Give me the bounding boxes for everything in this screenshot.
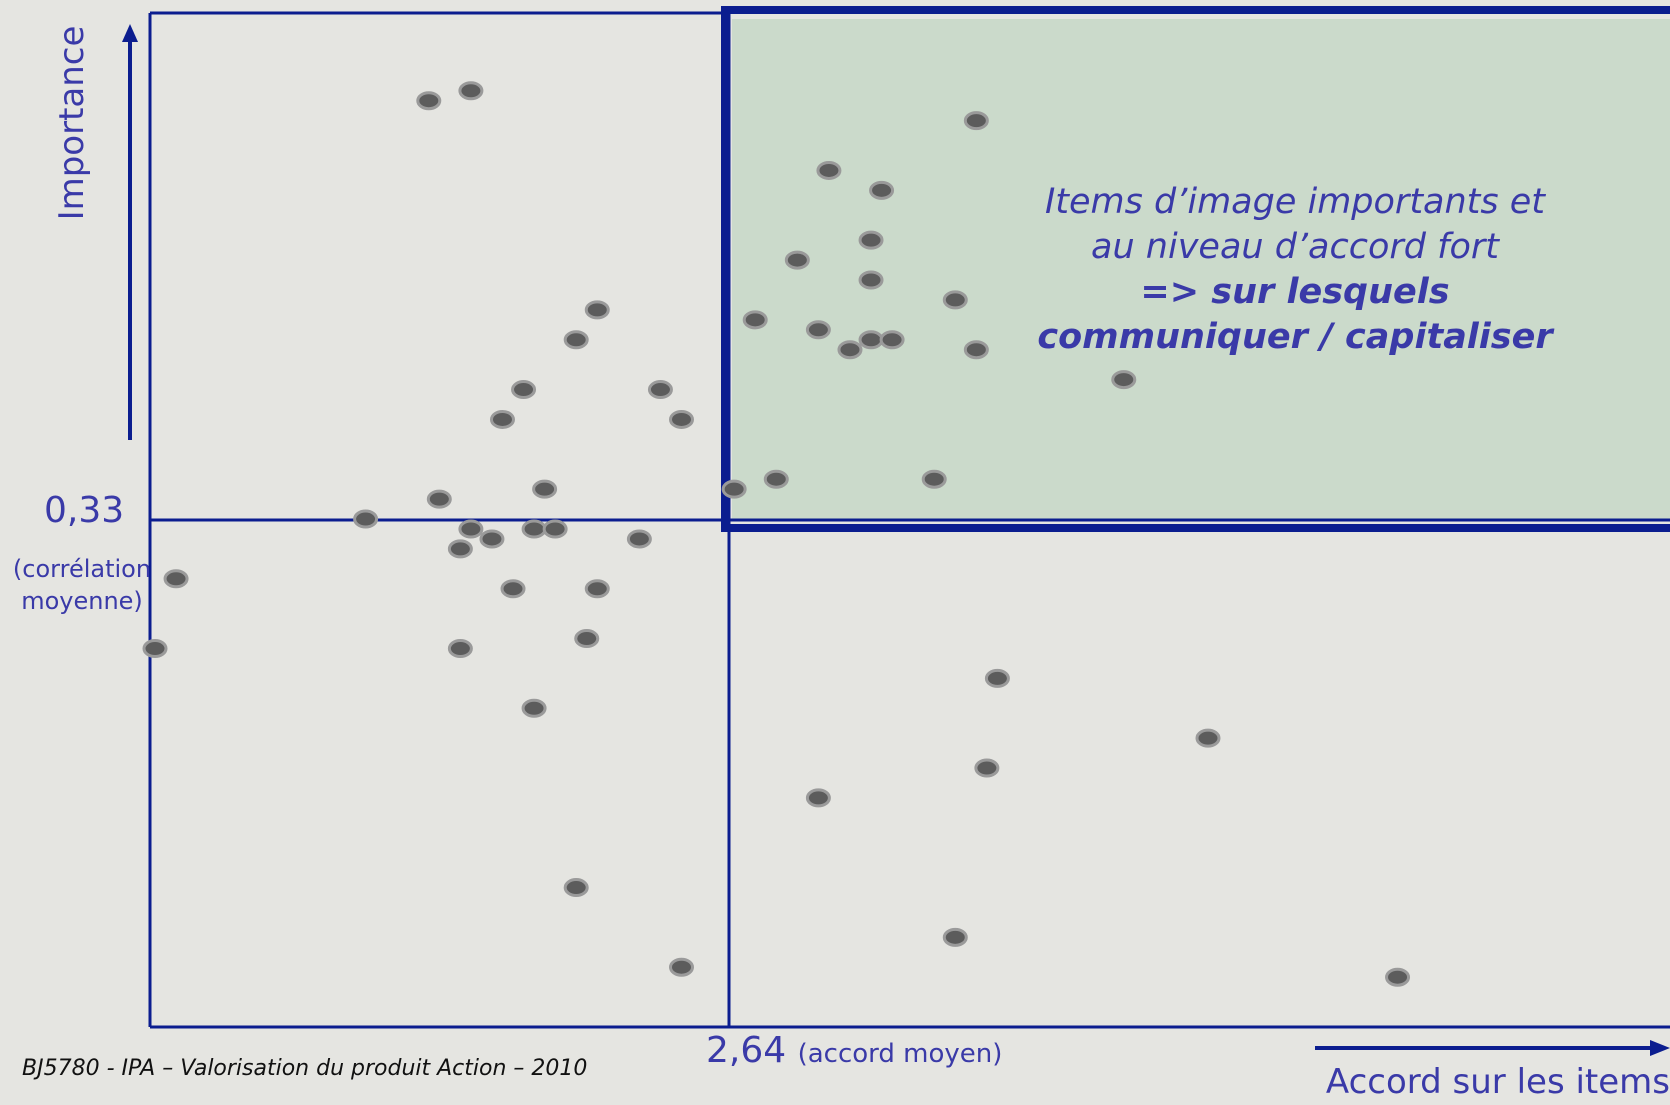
data-point <box>784 250 810 270</box>
data-point <box>521 698 547 718</box>
data-point <box>974 758 1000 778</box>
data-point <box>142 639 168 659</box>
data-point <box>858 270 884 290</box>
data-point <box>984 668 1010 688</box>
data-point <box>858 230 884 250</box>
x-threshold-note: (accord moyen) <box>797 1039 1003 1069</box>
data-point <box>805 320 831 340</box>
data-point <box>763 469 789 489</box>
footer-text: BJ5780 - IPA – Valorisation du produit A… <box>22 1056 588 1081</box>
data-point <box>500 579 526 599</box>
data-point <box>879 330 905 350</box>
data-point <box>542 519 568 539</box>
data-point <box>805 788 831 808</box>
data-point <box>963 340 989 360</box>
data-point <box>574 629 600 649</box>
data-point <box>816 160 842 180</box>
data-point <box>669 957 694 977</box>
data-point <box>1111 370 1137 390</box>
data-point <box>942 927 968 947</box>
x-axis-arrow-head <box>1650 1040 1670 1056</box>
data-point <box>521 519 547 539</box>
data-point <box>563 330 589 350</box>
data-point <box>584 300 610 320</box>
data-point <box>458 81 484 101</box>
annotation-line-2: => sur lesquels communiquer / capitalise… <box>1037 272 1553 357</box>
y-axis-arrow-head <box>122 24 138 42</box>
data-point <box>353 509 379 529</box>
data-point <box>1195 728 1221 748</box>
data-point <box>163 569 189 589</box>
x-threshold-value: 2,64 <box>706 1030 787 1071</box>
data-point <box>837 340 863 360</box>
quadrant-annotation: Items d’image importants et au niveau d’… <box>1030 180 1560 360</box>
data-point <box>942 290 968 310</box>
highlighted-quadrant <box>732 19 1670 520</box>
data-point <box>458 519 484 539</box>
data-point <box>647 380 673 400</box>
data-point <box>963 111 989 131</box>
annotation-line-1: Items d’image importants et au niveau d’… <box>1044 182 1546 267</box>
x-axis-label: Accord sur les items <box>1325 1062 1670 1102</box>
data-point <box>742 310 768 330</box>
data-point <box>721 479 747 499</box>
data-point <box>416 91 442 111</box>
data-point <box>511 380 537 400</box>
data-point <box>479 529 505 549</box>
x-threshold: 2,64 (accord moyen) <box>706 1030 1002 1071</box>
data-point <box>669 409 694 429</box>
y-threshold-note: (corrélation moyenne) <box>12 555 152 615</box>
data-point <box>447 639 473 659</box>
y-axis-label: Importance <box>52 25 92 221</box>
data-point <box>858 330 884 350</box>
data-point <box>1385 967 1411 987</box>
data-point <box>447 539 473 559</box>
data-point <box>584 579 610 599</box>
data-point <box>532 479 558 499</box>
data-point <box>869 180 895 200</box>
data-point <box>563 878 589 898</box>
data-point <box>626 529 652 549</box>
y-threshold-value: 0,33 <box>44 490 125 531</box>
highlighted-quadrant-border <box>721 6 1670 532</box>
data-point <box>489 409 515 429</box>
data-point <box>426 489 452 509</box>
data-point <box>921 469 947 489</box>
